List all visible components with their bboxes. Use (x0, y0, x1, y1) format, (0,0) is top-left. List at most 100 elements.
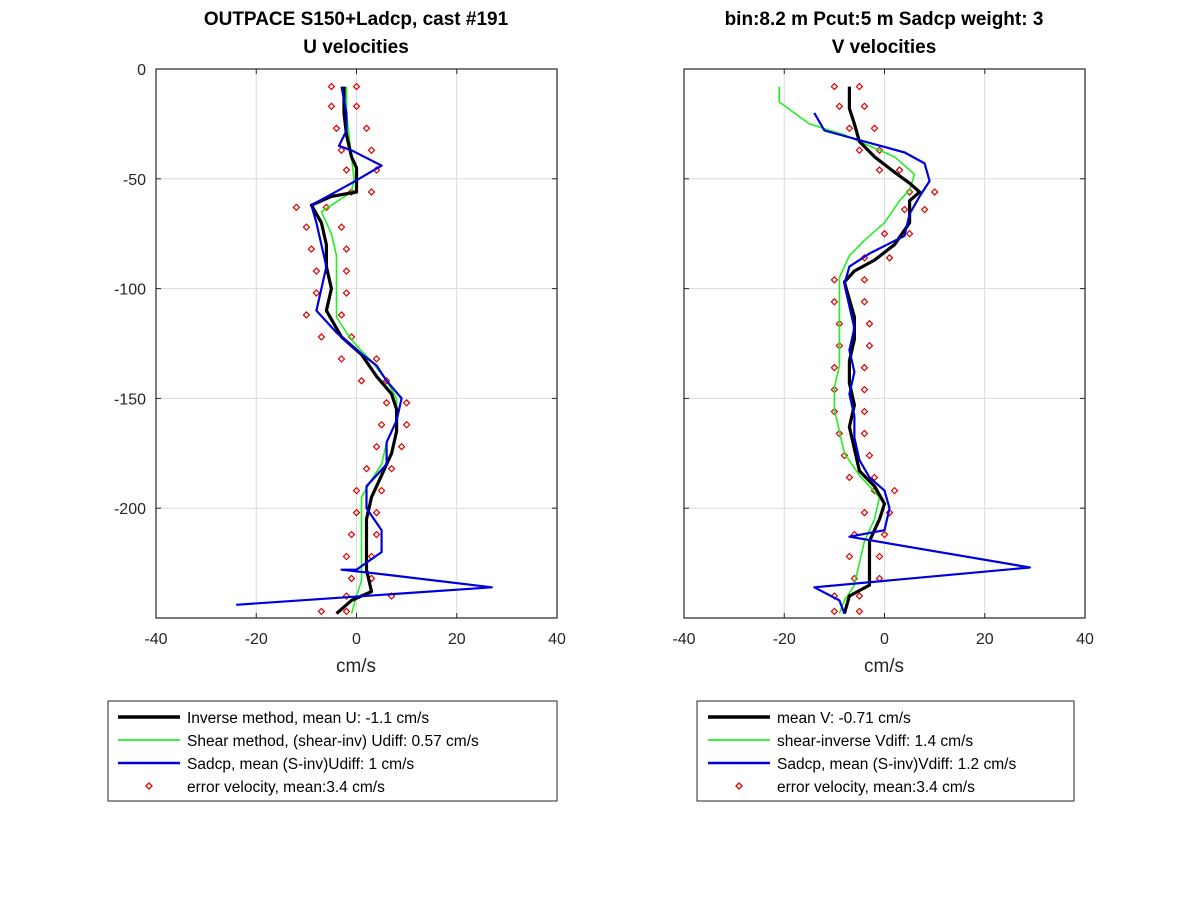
u-error-velocity-marker (342, 267, 351, 275)
u-y-tick-label: 0 (137, 62, 146, 79)
v-error-velocity-marker (880, 229, 889, 238)
u-error-velocity-marker (352, 486, 361, 495)
u-error-velocity-marker (317, 333, 326, 341)
v-error-velocity-marker (845, 124, 854, 133)
u-error-velocity-marker (332, 124, 341, 133)
u-error-velocity-marker (352, 102, 361, 111)
u-error-velocity-marker (367, 146, 376, 155)
v-error-velocity-marker (855, 607, 864, 616)
u-error-velocity-marker (342, 552, 351, 561)
v-error-velocity-marker (865, 341, 874, 350)
v-error-velocity-marker (855, 592, 864, 600)
u-data-layer (236, 82, 493, 616)
legend-inverse-label: Inverse method, mean U: -1.1 cm/s (187, 710, 429, 727)
v-error-velocity-marker (875, 166, 884, 174)
u-error-velocity-marker (377, 420, 386, 429)
v-error-velocity-marker (860, 363, 869, 372)
u-velocity-axes: -40 -20 0 20 400-50-100-150-200 (114, 62, 566, 648)
u-y-tick-label: -100 (114, 282, 146, 299)
v-error-velocity-marker (860, 407, 869, 416)
u-error-velocity-marker (312, 267, 321, 275)
legend-mean-v-label: mean V: -0.71 cm/s (777, 710, 911, 727)
u-axes-frame (155, 68, 558, 619)
v-error-velocity-marker (875, 552, 884, 561)
v-error-velocity-marker (830, 363, 839, 372)
u-error-velocity-marker (292, 203, 301, 212)
v-error-velocity-marker (830, 607, 839, 616)
u-error-velocity-marker (342, 592, 351, 600)
u-error-velocity-marker (302, 311, 311, 319)
u-x-tick-label: 0 (352, 631, 361, 648)
u-error-velocity-marker (307, 245, 316, 253)
v-x-tick-label: 0 (880, 631, 889, 648)
v-error-velocity-marker (885, 508, 894, 517)
u-error-velocity-marker (372, 355, 381, 363)
right-plot-title: bin:8.2 m Pcut:5 m Sadcp weight: 3 (725, 9, 1044, 30)
u-error-velocity-marker (347, 574, 356, 583)
v-velocity-axes: -40 -20 0 20 40 (672, 68, 1094, 648)
v-error-velocity-marker (840, 451, 849, 460)
v-error-velocity-marker (830, 592, 839, 600)
v-error-velocity-marker (865, 451, 874, 460)
v-error-velocity-marker (830, 275, 839, 284)
u-error-velocity-marker (377, 486, 386, 495)
u-x-tick-label: 40 (548, 631, 566, 648)
v-error-velocity-marker (835, 102, 844, 111)
u-error-velocity-marker (302, 223, 311, 231)
u-error-velocity-marker (372, 442, 381, 451)
v-error-velocity-marker (860, 429, 869, 438)
u-error-velocity-marker (402, 420, 411, 429)
left-legend-box (107, 700, 558, 802)
legend-error-v-label: error velocity, mean:3.4 cm/s (777, 779, 975, 796)
v-error-velocity-marker (855, 146, 864, 155)
right-plot-subtitle: V velocities (832, 37, 937, 58)
u-error-velocity-marker (362, 124, 371, 133)
u-error-velocity-marker (342, 607, 351, 616)
u-shear-line (320, 86, 398, 614)
v-x-tick-label: -20 (773, 631, 796, 648)
v-error-velocity-marker (845, 473, 854, 482)
legend-sadcp-label: Sadcp, mean (S-inv)Udiff: 1 cm/s (187, 756, 414, 773)
u-error-velocity-marker (402, 398, 411, 407)
right-x-axis-label: cm/s (864, 656, 904, 677)
legend-error-marker-swatch (145, 782, 153, 790)
u-error-velocity-marker (382, 376, 391, 385)
v-error-velocity-marker (930, 188, 939, 196)
v-data-layer (778, 82, 1031, 616)
u-error-velocity-marker (327, 102, 336, 111)
v-error-velocity-marker (905, 229, 914, 238)
u-error-velocity-marker (347, 530, 356, 539)
u-error-velocity-marker (352, 508, 361, 517)
u-error-velocity-marker (387, 464, 396, 473)
v-error-velocity-marker (830, 82, 839, 91)
legend-sadcp-v-label: Sadcp, mean (S-inv)Vdiff: 1.2 cm/s (777, 756, 1016, 773)
u-x-tick-label: 20 (448, 631, 466, 648)
v-error-velocity-marker (860, 102, 869, 111)
v-error-velocity-marker (860, 508, 869, 517)
v-error-velocity-marker (880, 530, 889, 539)
v-error-velocity-marker (895, 166, 904, 174)
v-error-velocity-marker (855, 82, 864, 91)
v-shear-line (778, 86, 916, 614)
u-error-velocity-marker (337, 311, 346, 319)
left-plot-title: OUTPACE S150+Ladcp, cast #191 (204, 9, 509, 30)
v-error-velocity-marker (885, 254, 894, 262)
left-legend: Inverse method, mean U: -1.1 cm/s Shear … (107, 700, 558, 802)
v-error-velocity-marker (900, 205, 909, 214)
left-x-axis-label: cm/s (336, 656, 376, 677)
v-inverse-line (842, 86, 922, 615)
left-plot-subtitle: U velocities (303, 37, 409, 58)
v-x-tick-label: 20 (976, 631, 994, 648)
u-error-velocity-marker (312, 289, 321, 297)
u-y-tick-label: -200 (114, 501, 146, 518)
u-y-tick-label: -50 (123, 172, 146, 189)
u-y-tick-label: -150 (114, 391, 146, 408)
u-sadcp-line (236, 86, 493, 606)
v-sadcp-line (813, 112, 1031, 614)
u-error-velocity-marker (397, 442, 406, 451)
legend-shear-inverse-label: shear-inverse Vdiff: 1.4 cm/s (777, 733, 973, 750)
u-error-velocity-marker (382, 398, 391, 407)
v-error-velocity-marker (920, 205, 929, 214)
v-error-velocity-marker (870, 124, 879, 133)
